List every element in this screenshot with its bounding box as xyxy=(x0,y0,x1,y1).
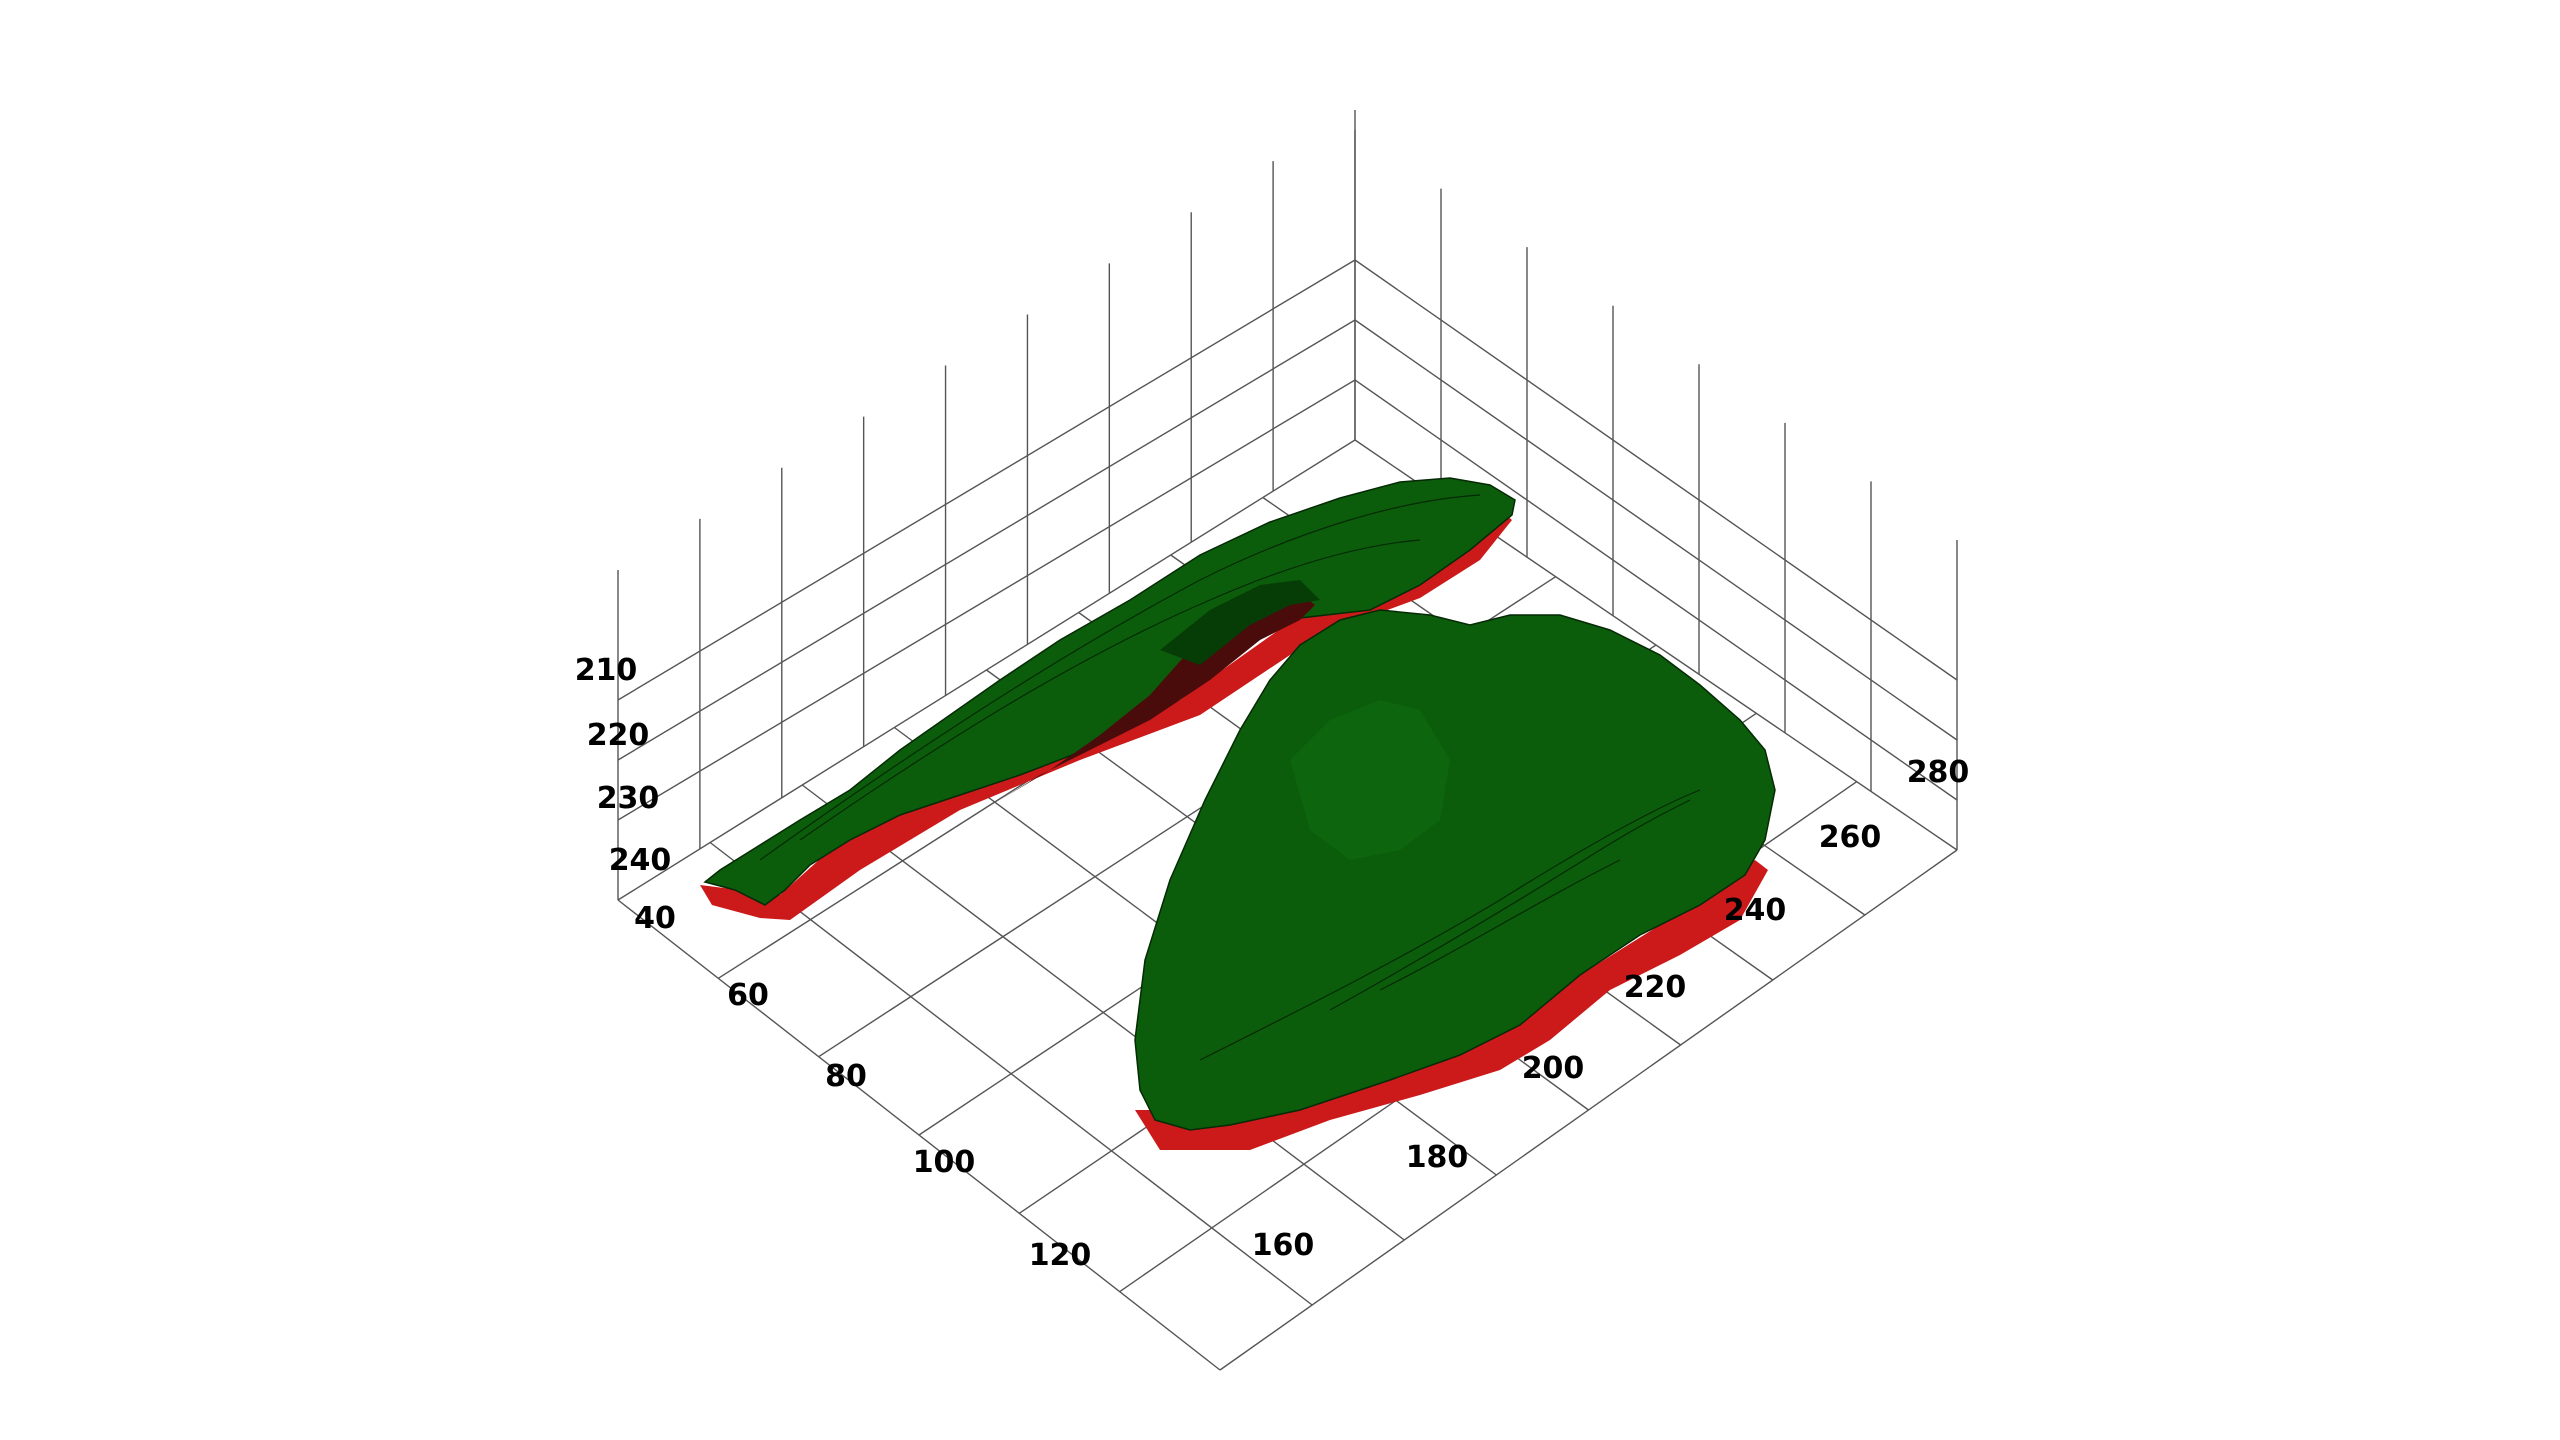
right-structure-contour-1 xyxy=(1199,789,1701,1061)
floor-gridline-y xyxy=(709,841,1313,1306)
wall-gridline-horizontal xyxy=(617,379,1356,821)
floor-gridline-y xyxy=(617,899,1221,1371)
y-tick-label: 280 xyxy=(1907,755,1970,790)
x-tick-label: 80 xyxy=(825,1059,867,1094)
wall-gridline-horizontal xyxy=(1354,319,1958,741)
y-tick-label: 260 xyxy=(1819,820,1882,855)
y-tick-label: 200 xyxy=(1522,1051,1585,1086)
x-tick-label: 100 xyxy=(913,1145,976,1180)
y-tick-label: 180 xyxy=(1406,1140,1469,1175)
right-structure xyxy=(1134,609,1776,1150)
y-tick-label: 240 xyxy=(1724,893,1787,928)
x-tick-label: 40 xyxy=(634,901,676,936)
left-structure-surface xyxy=(703,477,1516,906)
z-tick-label: 210 xyxy=(575,653,638,688)
x-tick-label: 120 xyxy=(1029,1238,1092,1273)
y-tick-label: 220 xyxy=(1624,970,1687,1005)
left-structure-contour-1 xyxy=(759,494,1481,861)
wall-gridline-horizontal xyxy=(617,319,1356,761)
z-tick-label: 240 xyxy=(609,843,672,878)
right-structure-shading xyxy=(1290,700,1450,860)
wall-gridline-horizontal xyxy=(617,259,1356,701)
right-structure-surface xyxy=(1134,609,1776,1131)
left-structure xyxy=(700,477,1516,920)
x-tick-label: 60 xyxy=(727,978,769,1013)
right-structure-contour-2 xyxy=(1329,799,1691,1011)
y-tick-label: 160 xyxy=(1252,1228,1315,1263)
right-structure-contour-3 xyxy=(1379,859,1621,991)
wall-gridline-horizontal xyxy=(1354,379,1958,801)
left-structure-inner-shadow xyxy=(1160,580,1320,665)
wall-gridline-horizontal xyxy=(1354,259,1958,681)
floor-gridline-y xyxy=(801,784,1405,1241)
tick-labels: 210 220 230 240 40 60 80 100 120 160 180 200 220 240 2… xyxy=(575,653,1970,1273)
left-structure-contour-2 xyxy=(799,539,1421,841)
left-structure-inner-channel xyxy=(1000,585,1315,800)
z-tick-label: 230 xyxy=(597,781,660,816)
z-tick-label: 220 xyxy=(587,718,650,753)
